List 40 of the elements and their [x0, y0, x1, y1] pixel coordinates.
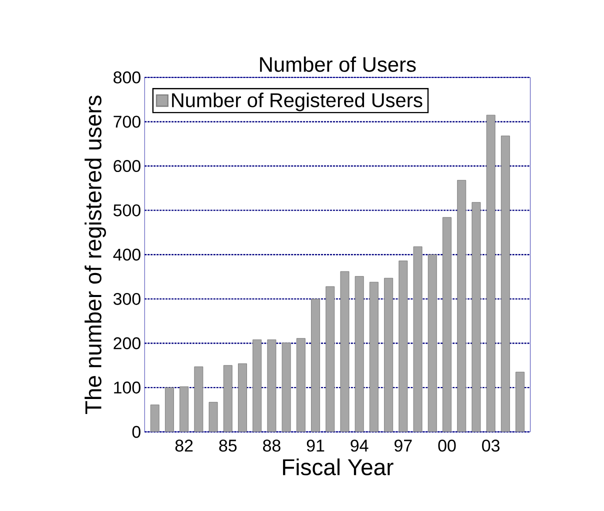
y-tick-label: 700: [114, 116, 140, 128]
x-tick-label: 91: [306, 440, 324, 452]
x-tick-label: 85: [219, 440, 237, 452]
bar: [457, 180, 466, 432]
y-tick-label: 500: [114, 204, 140, 216]
y-tick-label: 400: [113, 248, 140, 261]
bar: [223, 365, 232, 432]
x-tick-label: 97: [394, 440, 412, 452]
bar: [194, 366, 204, 432]
legend-label: Number of Registered Users: [172, 92, 422, 112]
y-axis-title: The number of registered users: [84, 96, 106, 414]
bar: [428, 254, 437, 432]
chart-title: Number of Users: [260, 56, 416, 72]
bar: [486, 114, 496, 432]
y-tick-label: 200: [114, 337, 140, 350]
bar: [296, 338, 306, 432]
x-tick-label: 94: [350, 440, 368, 452]
y-tick-label: 300: [113, 292, 140, 305]
bar: [311, 298, 320, 432]
bar: [442, 217, 452, 432]
y-tick-label: 800: [114, 71, 140, 84]
y-tick-label: 600: [114, 160, 140, 172]
bar: [354, 276, 364, 432]
bar: [326, 286, 335, 432]
y-tick-label: 100: [114, 381, 140, 394]
bar: [238, 363, 247, 432]
x-tick-label: 00: [438, 440, 456, 452]
bar: [500, 136, 510, 432]
x-axis-title: Fiscal Year: [283, 458, 394, 476]
x-tick-label: 82: [175, 440, 193, 452]
bar: [180, 386, 189, 432]
x-tick-label: 88: [263, 440, 280, 452]
bar: [165, 387, 174, 432]
bar: [252, 339, 262, 432]
bar: [384, 278, 394, 432]
x-tick-label: 03: [482, 440, 500, 452]
bar: [150, 404, 160, 432]
bar: [370, 282, 378, 432]
y-tick-label: 0: [132, 426, 140, 438]
bar: [516, 372, 524, 432]
